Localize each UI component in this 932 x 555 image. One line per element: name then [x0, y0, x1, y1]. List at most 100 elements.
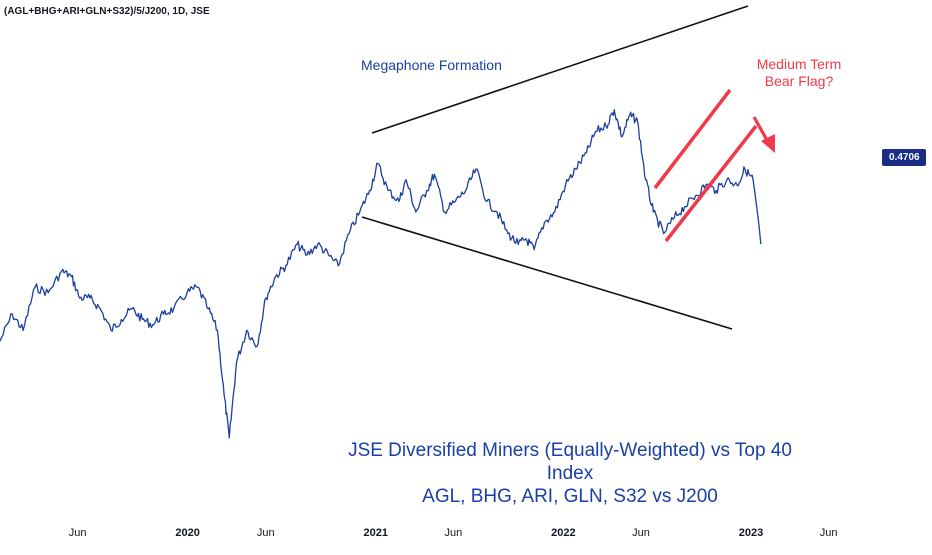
x-tick-label: Jun — [819, 527, 838, 539]
data-point — [22, 329, 24, 331]
flag-arrow-head — [761, 134, 775, 153]
data-point — [99, 308, 101, 310]
megaphone-upper-line — [371, 5, 749, 134]
data-point — [34, 286, 36, 288]
bear-flag-channel — [653, 88, 775, 243]
bear-flag-annotation: Medium Term Bear Flag? — [734, 56, 864, 90]
data-point — [533, 249, 535, 251]
price-line-layer — [0, 109, 762, 439]
data-point — [70, 275, 73, 278]
data-point — [265, 297, 267, 299]
data-point — [228, 437, 230, 439]
x-tick-label: Jun — [632, 527, 650, 539]
data-point — [543, 222, 546, 224]
x-tick-label: Jun — [256, 527, 275, 539]
data-point — [61, 270, 63, 272]
flag-arrow-shaft — [752, 116, 770, 143]
bear-flag-line-2: Bear Flag? — [764, 73, 834, 89]
chart-subtitle: JSE Diversified Miners (Equally-Weighted… — [340, 439, 800, 508]
data-point — [525, 238, 527, 240]
x-tick-label: 2023 — [738, 527, 764, 539]
x-tick-label: Jun — [68, 527, 87, 539]
data-point — [673, 216, 676, 218]
data-point — [306, 254, 308, 256]
data-point — [652, 211, 655, 213]
data-point — [223, 394, 225, 396]
x-tick-label: 2022 — [551, 527, 576, 539]
data-point — [186, 292, 188, 294]
data-point — [110, 329, 112, 331]
data-point — [554, 211, 556, 213]
data-point — [359, 211, 361, 213]
subtitle-line-1: JSE Diversified Miners (Equally-Weighted… — [348, 440, 792, 484]
data-point — [694, 195, 697, 197]
megaphone-annotation: Megaphone Formation — [361, 57, 502, 73]
megaphone-trendlines — [361, 5, 749, 330]
data-point — [415, 211, 417, 213]
data-point — [663, 232, 665, 235]
data-point — [47, 292, 49, 294]
data-point — [621, 136, 623, 138]
data-point — [369, 189, 371, 192]
data-point — [405, 179, 407, 181]
flag-upper-line — [653, 88, 732, 190]
subtitle-line-2: AGL, BHG, ARI, GLN, S32 vs J200 — [422, 486, 718, 507]
data-point — [684, 206, 686, 208]
data-point — [613, 109, 615, 111]
symbol-header: (AGL+BHG+ARI+GLN+S32)/5/J200, 1D, JSE — [4, 6, 210, 17]
data-point — [327, 254, 330, 256]
data-point — [507, 232, 509, 235]
data-point — [605, 125, 607, 127]
data-point — [285, 265, 287, 267]
data-point — [715, 189, 717, 192]
data-point — [196, 286, 198, 288]
data-point — [207, 308, 209, 310]
data-point — [744, 168, 746, 170]
data-point — [162, 313, 165, 315]
data-point — [11, 313, 13, 315]
data-point — [486, 200, 488, 202]
data-point — [465, 189, 467, 192]
data-point — [475, 168, 477, 170]
data-point — [636, 120, 639, 122]
data-point — [131, 308, 133, 310]
data-point — [564, 184, 567, 186]
data-point — [726, 179, 728, 181]
data-point — [454, 200, 456, 202]
data-point — [348, 232, 350, 235]
data-point — [246, 329, 248, 331]
data-point — [645, 179, 647, 181]
data-point — [79, 297, 81, 299]
data-point — [585, 152, 588, 154]
data-point — [629, 114, 631, 116]
data-point — [752, 179, 754, 181]
data-point — [274, 275, 277, 278]
data-point — [317, 243, 319, 245]
flag-lower-line — [664, 124, 758, 243]
data-point — [705, 184, 707, 186]
data-point — [387, 189, 389, 192]
data-point — [426, 189, 428, 192]
data-point — [216, 329, 218, 331]
megaphone-lower-line — [361, 216, 733, 330]
x-tick-label: Jun — [444, 527, 463, 539]
data-point — [760, 243, 762, 245]
current-price-tag: 0.4706 — [882, 149, 926, 166]
data-point — [444, 211, 446, 213]
data-point — [89, 297, 91, 299]
data-point — [736, 184, 738, 186]
data-point — [496, 211, 498, 213]
data-point — [398, 200, 400, 202]
data-point — [0, 340, 1, 342]
data-point — [152, 324, 154, 326]
data-point — [517, 243, 519, 245]
data-point — [120, 318, 122, 321]
x-tick-label: 2021 — [363, 527, 389, 539]
bear-flag-line-1: Medium Term — [756, 56, 842, 72]
data-point — [256, 345, 258, 347]
data-point — [337, 265, 339, 267]
x-tick-label: 2020 — [175, 527, 200, 539]
data-point — [296, 243, 298, 245]
